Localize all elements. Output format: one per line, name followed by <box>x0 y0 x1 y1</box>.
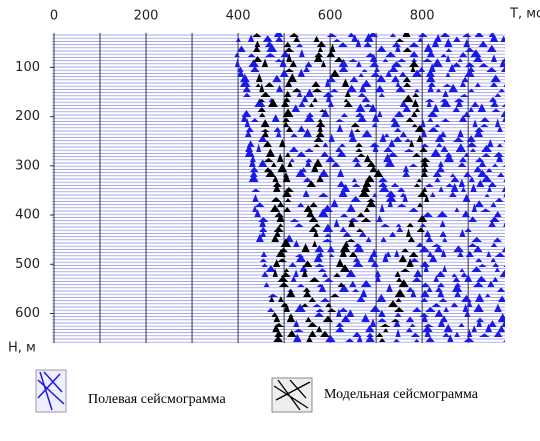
legend: Полевая сейсмограмма Модельная сейсмогра… <box>35 369 479 413</box>
y-axis-label: Н, м <box>8 341 36 356</box>
x-tick-label: 600 <box>318 9 343 24</box>
x-axis-label: T, мс <box>509 7 540 22</box>
legend-label: Модельная сейсмограмма <box>324 387 479 402</box>
legend-label: Полевая сейсмограмма <box>88 392 226 407</box>
y-tick-label: 600 <box>15 306 40 321</box>
y-tick-label: 500 <box>15 257 40 272</box>
y-tick-label: 100 <box>15 60 40 75</box>
y-tick-label: 400 <box>15 208 40 223</box>
wiggles-model <box>252 33 431 342</box>
y-tick-label: 300 <box>15 158 40 173</box>
wiggles-field <box>234 33 505 342</box>
wiggles <box>234 33 505 342</box>
x-tick-label: 800 <box>410 9 435 24</box>
x-tick-label: 0 <box>50 9 58 24</box>
labels: 0 200 400 600 800 100 200 300 400 500 600 <box>15 9 434 321</box>
legend-icon-lines <box>37 371 65 411</box>
grid <box>50 33 469 343</box>
x-tick-label: 400 <box>226 9 251 24</box>
y-tick-label: 200 <box>15 109 40 124</box>
legend-icon-lines <box>273 379 311 411</box>
x-tick-label: 200 <box>134 9 159 24</box>
